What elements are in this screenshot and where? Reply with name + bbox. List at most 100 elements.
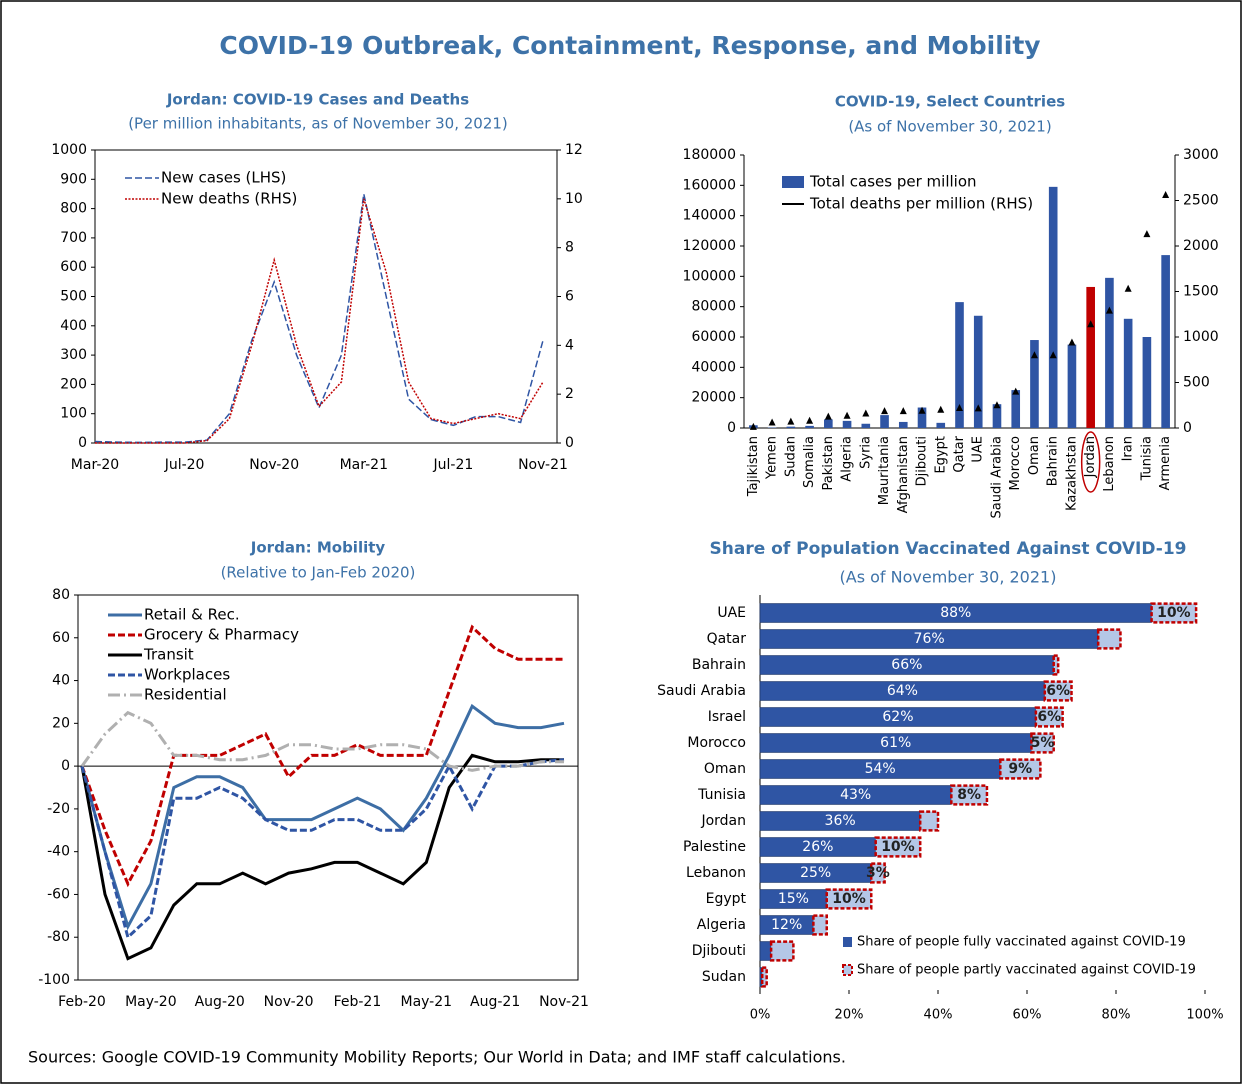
partly-bar <box>812 914 829 936</box>
y-tick-label: 60000 <box>691 329 736 345</box>
y-tick-label: 0 <box>78 435 87 451</box>
chart-title: Jordan: Mobility <box>250 539 386 557</box>
bar <box>1030 340 1039 428</box>
value-label: 26% <box>802 839 833 855</box>
figure-title: COVID-19 Outbreak, Containment, Response… <box>219 31 1040 60</box>
x-tick-label: Morocco <box>1008 436 1023 490</box>
x-tick-label: Sudan <box>783 436 798 477</box>
x-tick-label: Qatar <box>952 435 967 472</box>
x-tick-label: Iran <box>1121 436 1136 461</box>
highlight-circle <box>1080 431 1101 493</box>
partly-bar <box>1096 628 1122 650</box>
y-tick-label: 900 <box>60 171 87 187</box>
y2-tick-label: 10 <box>565 191 583 207</box>
chart-subtitle: (Per million inhabitants, as of November… <box>128 115 508 133</box>
death-marker <box>843 411 851 419</box>
value-label: 66% <box>891 657 922 673</box>
bar <box>1086 286 1095 428</box>
y-tick-label: Tunisia <box>697 787 746 803</box>
y-tick-label: -80 <box>47 929 70 945</box>
value-label: 10% <box>832 891 866 907</box>
bar <box>1105 277 1114 428</box>
legend-label: Total cases per million <box>809 173 977 191</box>
y-tick-label: 600 <box>60 259 87 275</box>
x-tick-label: Mar-21 <box>340 457 388 473</box>
y-tick-label: Morocco <box>687 735 746 751</box>
value-label: 61% <box>880 735 911 751</box>
value-label: 54% <box>865 761 896 777</box>
bar <box>973 315 983 428</box>
partly-bar <box>1052 654 1060 676</box>
death-marker <box>1012 387 1020 395</box>
bar <box>861 423 871 428</box>
y-tick-label: Bahrain <box>692 657 746 673</box>
y-tick-label: Egypt <box>706 891 747 907</box>
bar <box>1142 337 1152 428</box>
bar <box>1067 344 1077 428</box>
y-tick-label: 700 <box>60 230 87 246</box>
legend-label: Residential <box>144 686 227 704</box>
legend-label: New deaths (RHS) <box>161 190 297 208</box>
partly-bar <box>769 940 795 962</box>
y-tick-label: 20000 <box>691 390 736 406</box>
x-tick-label: Jul-21 <box>433 457 474 473</box>
y-tick-label: 100000 <box>683 268 736 284</box>
y-tick-label: -100 <box>38 972 70 988</box>
y2-tick-label: 0 <box>565 435 574 451</box>
death-marker <box>787 417 795 425</box>
chart-subtitle: (As of November 30, 2021) <box>848 118 1051 136</box>
y-tick-label: 400 <box>60 318 87 334</box>
death-marker <box>881 407 889 415</box>
value-label: 10% <box>881 839 915 855</box>
series-line <box>80 703 565 931</box>
y-tick-label: 0 <box>61 758 70 774</box>
y2-tick-label: 2500 <box>1183 193 1219 209</box>
y-tick-label: 120000 <box>683 238 736 254</box>
death-marker <box>1162 191 1170 199</box>
x-tick-label: Syria <box>858 436 873 469</box>
y-tick-label: 60 <box>52 630 70 646</box>
y-tick-label: 200 <box>60 376 87 392</box>
y-tick-label: 140000 <box>683 208 736 224</box>
y-tick-label: 160000 <box>683 177 736 193</box>
x-tick-label: Algeria <box>840 436 855 482</box>
x-tick-label: Aug-20 <box>195 994 245 1010</box>
legend-label: Total deaths per million (RHS) <box>809 195 1033 213</box>
partly-bar <box>1043 680 1073 702</box>
y-tick-label: 800 <box>60 201 87 217</box>
y2-tick-label: 2 <box>565 386 574 402</box>
y-tick-label: Jordan <box>700 813 746 829</box>
value-label: 25% <box>800 865 831 881</box>
partly-bar <box>1150 602 1198 624</box>
x-tick-label: Somalia <box>802 436 817 488</box>
death-marker <box>993 401 1001 409</box>
death-marker <box>1124 284 1132 292</box>
value-label: 3% <box>866 865 890 881</box>
partly-bar <box>950 784 989 806</box>
y2-tick-label: 0 <box>1183 420 1192 436</box>
legend-swatch <box>782 176 804 188</box>
series-line <box>80 710 564 772</box>
partly-bar <box>918 810 940 832</box>
y-tick-label: -20 <box>47 801 70 817</box>
y-tick-label: Lebanon <box>686 865 746 881</box>
death-marker <box>806 416 814 424</box>
value-label: 9% <box>1008 761 1032 777</box>
x-tick-label: Armenia <box>1158 436 1173 491</box>
value-label: 10% <box>1157 605 1191 621</box>
x-tick-label: Oman <box>1027 436 1042 475</box>
series-line <box>80 624 564 888</box>
bar <box>824 419 833 428</box>
series-line <box>80 753 564 961</box>
legend-swatch <box>842 964 853 976</box>
y-tick-label: -40 <box>47 844 70 860</box>
death-marker <box>862 409 870 417</box>
y-tick-label: 0 <box>727 420 736 436</box>
y2-tick-label: 500 <box>1183 375 1210 391</box>
y-tick-label: 500 <box>60 289 87 305</box>
legend-label: Share of people partly vaccinated agains… <box>857 963 1196 978</box>
x-tick-label: Saudi Arabia <box>989 436 1004 519</box>
death-marker <box>749 422 757 430</box>
